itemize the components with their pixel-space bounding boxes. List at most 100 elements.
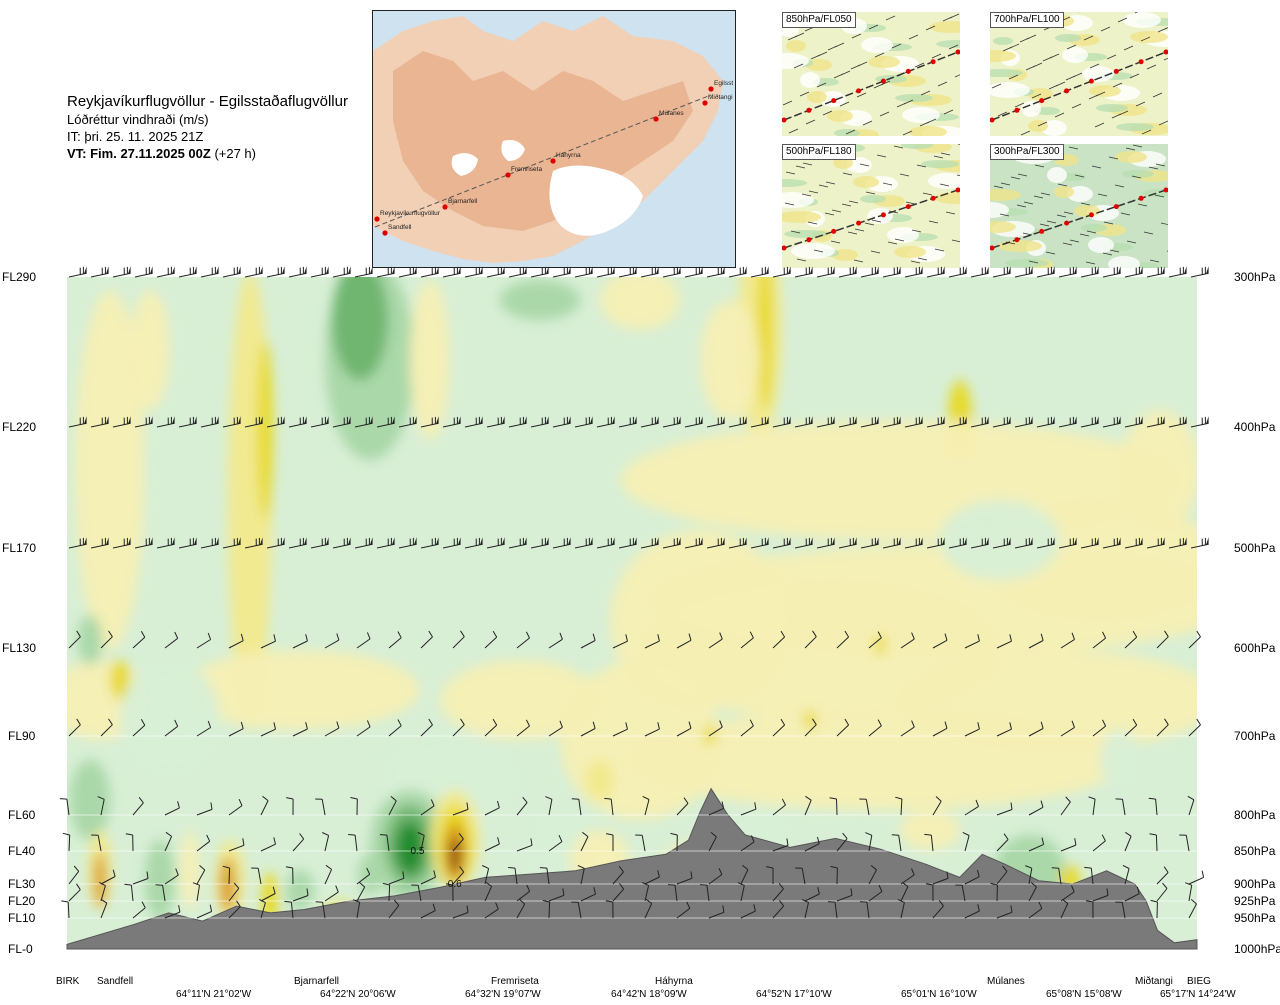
field-blob [75, 290, 145, 650]
barb-staff [260, 728, 276, 737]
barb-staff [97, 835, 102, 852]
inset-barb [1091, 165, 1102, 169]
barb-feather [812, 718, 817, 725]
barb-pennant [612, 416, 615, 424]
barb-staff [452, 636, 465, 649]
wind-barb [452, 832, 464, 852]
wind-barb [68, 537, 87, 549]
barb-feather [962, 831, 970, 836]
barb-pennant [348, 266, 351, 274]
barb-feather [1088, 796, 1096, 800]
wind-barb [196, 632, 212, 649]
barb-staff [996, 911, 1013, 919]
barb-staff [948, 272, 967, 278]
inset-barb [1083, 35, 1094, 41]
barb-staff [1124, 893, 1140, 902]
barb-staff [706, 543, 725, 549]
wind-barb [990, 882, 998, 902]
inset-field-patch [1116, 123, 1154, 131]
barb-pennant [964, 537, 967, 545]
barb-staff [676, 639, 692, 649]
field-blob [610, 530, 790, 710]
barb-staff [708, 638, 723, 649]
wind-barb [996, 833, 1009, 852]
barb-staff [322, 902, 326, 919]
barb-pennant [744, 537, 747, 545]
barb-pennant [238, 266, 241, 274]
inset-field-patch [1021, 101, 1041, 117]
barb-pennant [810, 416, 813, 424]
wind-barb [132, 901, 146, 919]
wind-barb [816, 537, 835, 549]
wind-barb [292, 888, 309, 902]
barb-staff [865, 799, 870, 816]
wind-barb [830, 865, 838, 885]
barb-staff [321, 799, 326, 816]
barb-staff [644, 799, 650, 816]
barb-pennant [832, 537, 835, 545]
wind-barb [508, 867, 518, 885]
inset-field-patch [1108, 256, 1140, 268]
barb-feather [901, 881, 909, 887]
wind-barb [706, 537, 725, 549]
barb-feather [233, 882, 240, 889]
inset-field-patch [791, 243, 835, 259]
inset-field-patch [846, 157, 872, 173]
barb-pennant [260, 416, 263, 424]
inset-barb [916, 164, 927, 168]
field-blob [286, 870, 314, 910]
barb-pennant [1206, 416, 1209, 424]
inset-barb [1014, 102, 1025, 108]
route-station-dot [442, 204, 448, 210]
parameter-label: Lóðréttur vindhraði (m/s) [67, 112, 209, 127]
barb-feather [1040, 800, 1044, 808]
wind-barb [156, 416, 175, 428]
barb-staff [386, 835, 390, 852]
wind-barb [508, 537, 527, 549]
wind-barb [996, 802, 1013, 816]
inset-route-dot [806, 107, 812, 113]
barb-staff [420, 543, 439, 549]
wind-barb [1190, 416, 1209, 428]
barb-pennant [172, 537, 175, 545]
barb-staff [804, 800, 812, 816]
barb-feather [485, 881, 492, 887]
barb-feather [721, 801, 725, 809]
barb-staff [868, 835, 873, 852]
barb-staff [1121, 902, 1126, 919]
barb-feather [844, 718, 850, 726]
barb-staff [516, 637, 530, 649]
wind-barb [1168, 266, 1187, 278]
wind-barb [228, 838, 245, 852]
barb-feather [273, 837, 276, 845]
barb-staff [860, 543, 879, 549]
inset-field-patch [895, 94, 933, 102]
barb-pennant [458, 537, 461, 545]
barb-staff [388, 637, 402, 649]
wind-barb [641, 882, 650, 902]
field-blob [630, 710, 1130, 810]
wind-barb [804, 836, 820, 852]
wind-barb [640, 537, 659, 549]
wind-barb [580, 633, 596, 649]
barb-feather [670, 832, 678, 836]
barb-staff [420, 636, 433, 649]
barb-staff [484, 886, 493, 902]
vertical-velocity-field [67, 277, 1197, 949]
inset-field-patch [860, 195, 886, 203]
wind-barb [530, 416, 549, 428]
wind-barb [970, 537, 989, 549]
barb-staff [452, 808, 469, 816]
barb-pennant [260, 266, 263, 274]
barb-staff [836, 724, 849, 737]
barb-pennant [964, 266, 967, 274]
wind-barb [772, 900, 785, 919]
wind-barb [324, 885, 339, 902]
wind-barb [644, 634, 660, 649]
barb-staff [804, 893, 820, 902]
barb-pennant [216, 416, 219, 424]
barb-staff [1124, 724, 1138, 737]
barb-staff [156, 422, 175, 428]
wind-barb [324, 633, 340, 649]
barb-feather [366, 632, 371, 640]
